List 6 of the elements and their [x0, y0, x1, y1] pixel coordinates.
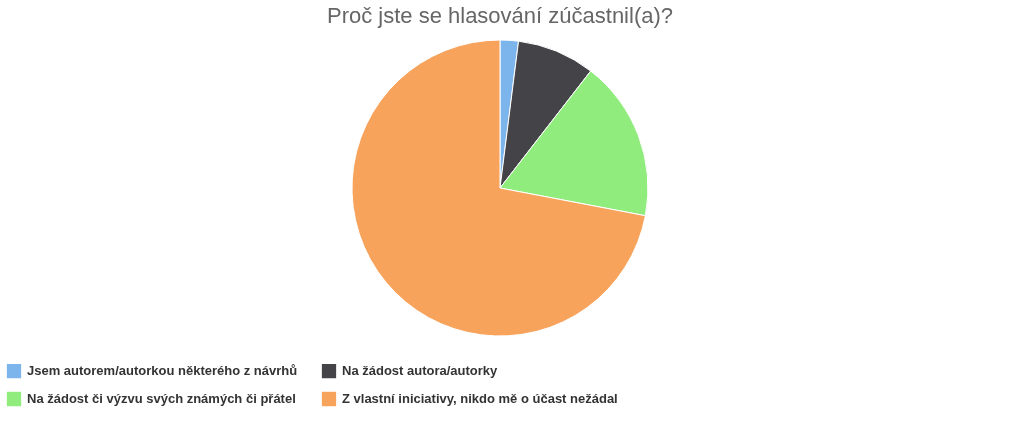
chart-title: Proč jste se hlasování zúčastnil(a)?	[326, 3, 674, 28]
pie-slice	[351, 39, 646, 337]
legend-label: Jsem autorem/autorkou některého z návrhů	[27, 363, 298, 379]
legend-label: Z vlastní iniciativy, nikdo mě o účast nežádal	[342, 391, 618, 406]
legend-label: Na žádost autora/autorky	[342, 363, 499, 379]
legend-label: Na žádost či výzvu svých známých či přátel	[27, 391, 296, 406]
